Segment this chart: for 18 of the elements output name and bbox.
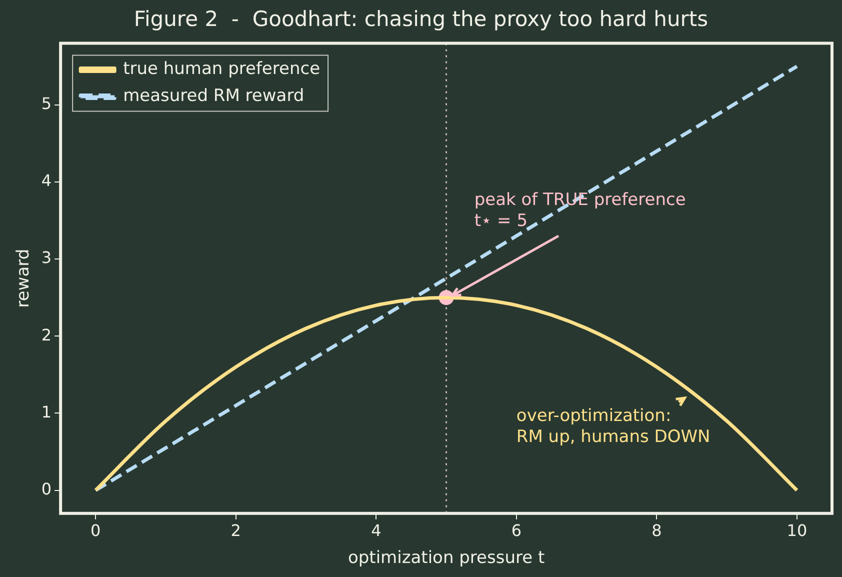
legend-label: measured RM reward <box>123 86 304 106</box>
x-axis-title: optimization pressure t <box>348 548 545 568</box>
y-tick-label: 2 <box>41 325 52 344</box>
x-tick-label: 6 <box>511 521 522 540</box>
annotation: over-optimization: RM up, humans DOWN <box>516 406 710 447</box>
y-tick-label: 4 <box>41 171 52 190</box>
y-tick-label: 3 <box>41 248 52 268</box>
chart-title: Figure 2 - Goodhart: chasing the proxy too hard hurts <box>134 7 708 32</box>
x-tick-label: 10 <box>786 521 808 540</box>
x-tick-label: 0 <box>90 521 101 540</box>
y-tick-label: 1 <box>41 402 52 422</box>
y-axis-title: reward <box>14 248 34 308</box>
x-tick-label: 2 <box>230 521 241 540</box>
y-tick-label: 5 <box>41 94 52 114</box>
x-tick-label: 8 <box>652 521 662 540</box>
legend-label: true human preference <box>123 59 320 80</box>
x-tick-label: 4 <box>371 521 382 540</box>
y-tick-label: 0 <box>41 479 52 498</box>
